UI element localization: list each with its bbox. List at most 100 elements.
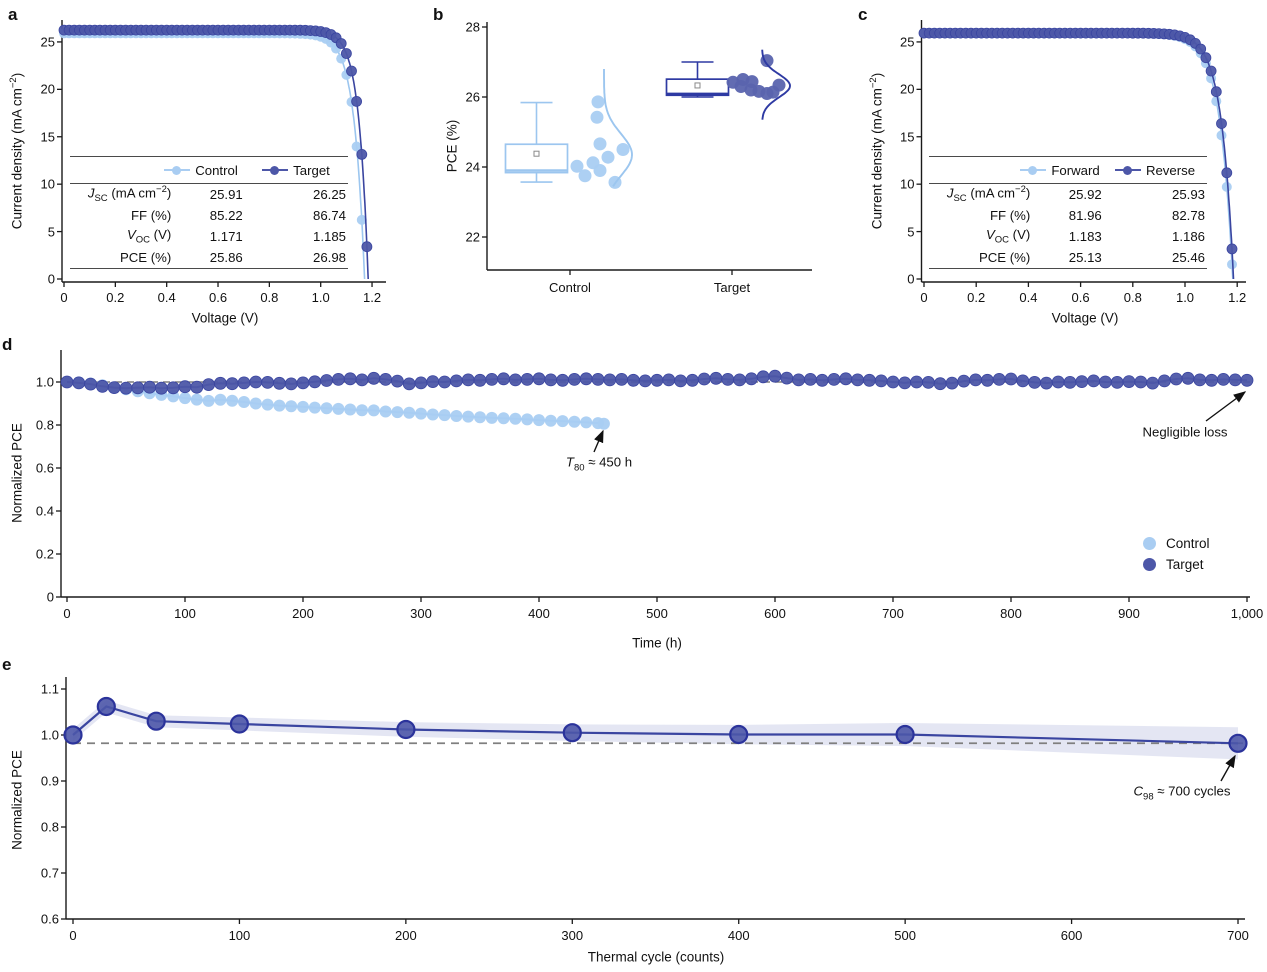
pce-point-control — [590, 110, 604, 124]
thermal-cycle-marker — [1228, 733, 1248, 753]
stability-marker-target — [473, 373, 487, 387]
stability-marker-target — [1040, 376, 1053, 390]
confidence-band — [73, 700, 1238, 760]
stability-marker-target — [579, 372, 593, 386]
stability-marker-target — [981, 373, 994, 387]
stability-marker-control — [556, 415, 569, 428]
stability-marker-target — [768, 369, 782, 383]
stability-marker-target — [343, 372, 357, 386]
pce-point-control — [593, 164, 607, 177]
stability-marker-target — [933, 377, 947, 391]
stability-marker-target — [863, 373, 876, 387]
stability-marker-control — [344, 403, 357, 416]
stability-marker-target — [261, 375, 275, 389]
stability-marker-control — [297, 400, 309, 413]
jv-marker-forward — [1211, 96, 1222, 107]
stability-marker-target — [615, 372, 628, 386]
stability-marker-target — [272, 376, 286, 390]
stability-marker-control — [415, 407, 427, 420]
stability-marker-target — [1158, 374, 1171, 388]
stability-marker-target — [284, 377, 298, 391]
thermal-cycle-marker — [63, 725, 83, 745]
annotation-arrow — [593, 429, 604, 453]
stability-marker-target — [461, 373, 475, 387]
stability-marker-target — [556, 373, 569, 387]
stability-marker-control — [320, 402, 333, 415]
stability-marker-target — [969, 373, 982, 387]
stability-marker-target — [957, 374, 971, 388]
jv-marker-target — [351, 96, 363, 107]
stability-marker-target — [296, 376, 310, 390]
stability-marker-target — [662, 373, 676, 387]
violin-control — [603, 69, 633, 187]
stability-marker-target — [438, 375, 452, 389]
stability-marker-target — [249, 375, 263, 389]
thermal-cycle-marker — [146, 711, 166, 731]
stability-marker-control — [202, 394, 215, 407]
stability-marker-target — [1228, 373, 1242, 387]
stability-marker-control — [568, 415, 581, 428]
stability-marker-control — [226, 394, 239, 407]
thermal-cycle-marker — [895, 724, 915, 745]
stability-marker-target — [154, 381, 168, 395]
jv-marker-target — [361, 241, 373, 253]
stability-marker-target — [910, 375, 923, 389]
stability-marker-control — [273, 399, 286, 412]
stability-marker-target — [426, 375, 440, 389]
jv-marker-target — [340, 48, 352, 59]
stability-marker-target — [1004, 372, 1018, 386]
stability-marker-control — [426, 408, 439, 421]
stability-marker-control — [438, 409, 451, 422]
stability-marker-control — [308, 401, 321, 414]
stability-marker-target — [520, 372, 534, 386]
stability-marker-control — [367, 404, 380, 417]
stability-marker-target — [202, 378, 216, 392]
stability-marker-target — [237, 376, 251, 390]
stability-marker-control — [249, 397, 262, 410]
stability-marker-control — [391, 406, 404, 419]
stability-marker-target — [1240, 373, 1254, 387]
stability-marker-target — [402, 377, 416, 391]
stability-marker-target — [544, 373, 558, 387]
stability-marker-target — [1075, 375, 1089, 389]
stability-marker-target — [756, 370, 770, 384]
stability-marker-target — [320, 374, 334, 387]
stability-marker-target — [449, 374, 463, 388]
stability-marker-target — [874, 374, 888, 388]
stability-marker-target — [355, 373, 369, 387]
box-target — [665, 78, 730, 97]
stability-marker-target — [414, 376, 428, 390]
jv-curve-target — [64, 29, 369, 280]
thermal-cycle-marker — [396, 719, 416, 740]
stability-marker-target — [485, 372, 499, 386]
jv-marker-reverse — [1200, 52, 1212, 64]
jv-marker-target — [346, 65, 357, 77]
stability-marker-target — [72, 376, 86, 390]
stability-marker-target — [627, 373, 640, 387]
mean-marker — [694, 82, 701, 89]
stability-marker-target — [827, 372, 841, 386]
stability-marker-target — [650, 373, 664, 387]
stability-marker-target — [1169, 372, 1183, 386]
stability-marker-target — [603, 373, 617, 387]
thermal-cycle-marker — [562, 723, 582, 743]
stability-marker-target — [308, 375, 322, 389]
stability-marker-target — [532, 372, 546, 386]
stability-marker-target — [131, 381, 145, 395]
jv-curve-control — [64, 32, 366, 280]
jv-curve-reverse — [924, 32, 1235, 280]
stability-marker-target — [1146, 376, 1159, 390]
stability-marker-target — [898, 376, 912, 390]
stability-marker-target — [815, 373, 829, 387]
stability-marker-control — [190, 393, 203, 406]
stability-marker-target — [1028, 375, 1041, 389]
stability-marker-target — [1110, 375, 1124, 389]
stability-marker-target — [591, 372, 605, 386]
stability-marker-target — [119, 381, 133, 395]
stability-marker-control — [462, 410, 475, 423]
stability-marker-control — [261, 398, 274, 411]
stability-marker-target — [851, 373, 864, 387]
stability-marker-target — [1193, 373, 1207, 387]
stability-marker-target — [1016, 374, 1030, 388]
